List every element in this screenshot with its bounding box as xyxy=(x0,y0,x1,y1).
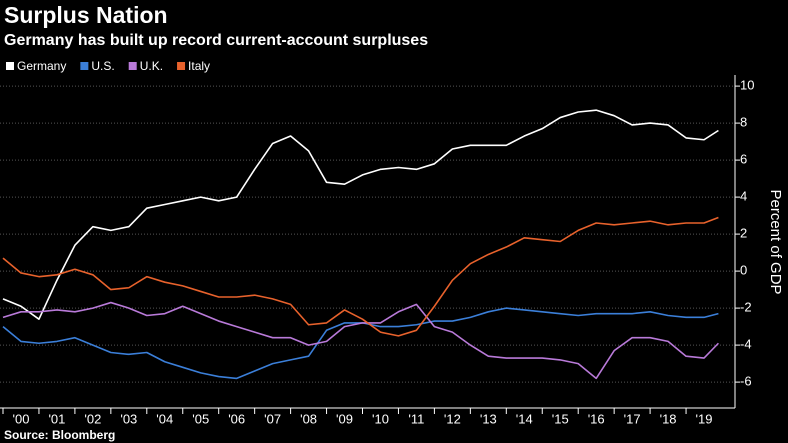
y-tick-label: 2 xyxy=(740,226,747,241)
x-tick-label: '12 xyxy=(444,411,461,426)
x-tick-label: '17 xyxy=(624,411,641,426)
chart-subtitle: Germany has built up record current-acco… xyxy=(4,32,428,49)
y-tick-label: 8 xyxy=(740,115,747,130)
x-tick-label: '00 xyxy=(12,411,29,426)
x-tick-label: '04 xyxy=(156,411,173,426)
legend-label: U.K. xyxy=(140,59,163,73)
x-tick-label: '07 xyxy=(264,411,281,426)
series-line xyxy=(2,216,719,337)
x-tick-label: '14 xyxy=(516,411,533,426)
y-tick-label: 4 xyxy=(740,189,747,204)
x-tick-label: '06 xyxy=(228,411,245,426)
y-tick-label: 0 xyxy=(740,263,747,278)
legend-swatch xyxy=(80,62,89,70)
x-tick-label: '16 xyxy=(588,411,605,426)
x-tick-label: '09 xyxy=(336,411,353,426)
y-tick-label: 10 xyxy=(740,78,754,93)
y-tick-label: -2 xyxy=(740,300,752,315)
x-tick-label: '18 xyxy=(660,411,677,426)
x-tick-label: '02 xyxy=(84,411,101,426)
legend-swatch xyxy=(177,62,186,70)
legend-swatch xyxy=(128,62,137,70)
x-tick-label: '11 xyxy=(408,411,424,426)
y-tick-label: 6 xyxy=(740,152,747,167)
x-tick-label: '01 xyxy=(48,411,65,426)
x-tick-label: '10 xyxy=(372,411,389,426)
y-tick-label: -6 xyxy=(740,374,752,389)
x-tick-label: '15 xyxy=(552,411,569,426)
series-line xyxy=(2,109,719,320)
x-tick-label: '05 xyxy=(192,411,209,426)
source: Source: Bloomberg xyxy=(4,428,115,442)
legend-label: Italy xyxy=(188,59,210,73)
x-tick-label: '03 xyxy=(120,411,137,426)
y-tick-label: -4 xyxy=(740,337,752,352)
x-tick-label: '13 xyxy=(480,411,497,426)
legend-swatch xyxy=(6,62,14,70)
y-axis-label: Percent of GDP xyxy=(767,189,784,294)
legend-label: Germany xyxy=(17,59,66,73)
legend-label: U.S. xyxy=(91,59,114,73)
x-tick-label: '08 xyxy=(300,411,317,426)
x-tick-label: '19 xyxy=(696,411,713,426)
series-line xyxy=(2,301,719,380)
chart-title: Surplus Nation xyxy=(4,2,168,28)
